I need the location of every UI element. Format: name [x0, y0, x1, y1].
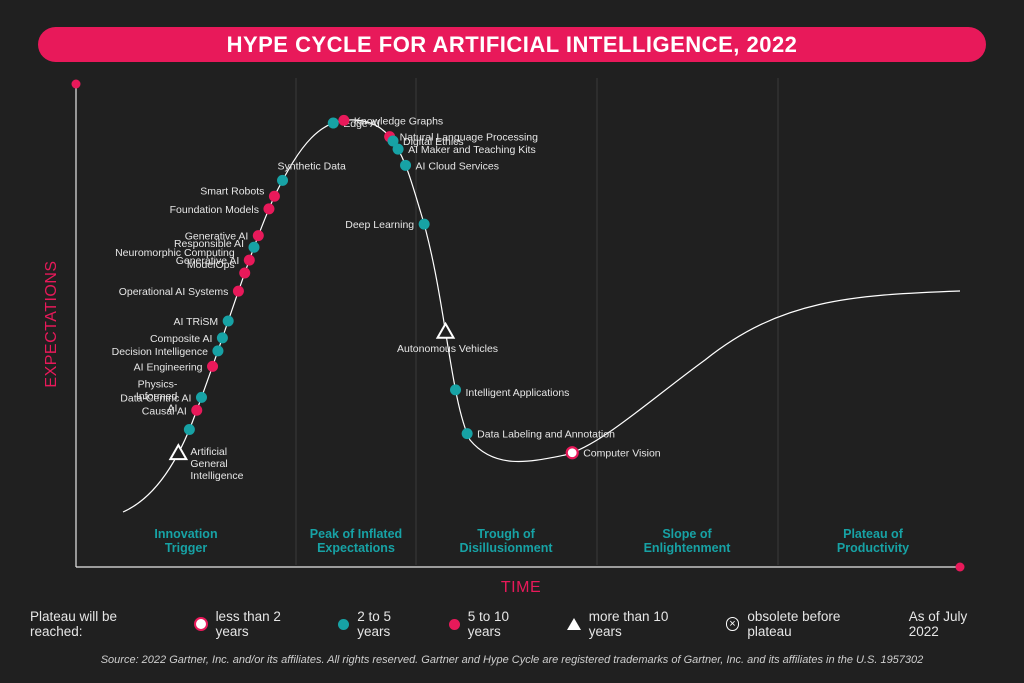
point-label: Data-Centric AI [120, 392, 191, 404]
point-label: Generative AI [185, 231, 249, 243]
point-marker [222, 315, 234, 327]
teal-dot-icon [338, 618, 350, 630]
chart-title: HYPE CYCLE FOR ARTIFICIAL INTELLIGENCE, … [226, 31, 798, 57]
point-label: Knowledge Graphs [354, 115, 443, 127]
legend-item-2-to-5: 2 to 5 years [338, 609, 427, 639]
point-marker [191, 404, 203, 416]
point-label: Smart Robots [200, 185, 264, 197]
point-marker [243, 254, 255, 266]
point-label: AI Maker and Teaching Kits [408, 144, 536, 156]
point-marker [263, 203, 275, 215]
point-marker [248, 241, 260, 253]
point-label: Intelligent Applications [466, 387, 570, 399]
point-label: Neuromorphic Computing [115, 247, 235, 259]
pink-dot-icon [448, 618, 460, 630]
point-label: Operational AI Systems [119, 286, 229, 298]
point-marker [268, 190, 280, 202]
legend-label: more than 10 years [588, 609, 669, 639]
point-label: Edge AI [343, 118, 380, 130]
point-marker [239, 267, 251, 279]
point-label: AI [167, 403, 177, 415]
point-label: Informed [136, 391, 178, 403]
phase-label: Expectations [317, 541, 395, 555]
point-label: Natural Language Processing [400, 132, 539, 144]
point-label: Digital Ethics [403, 136, 464, 148]
x-axis-label: TIME [501, 579, 541, 596]
point-label: AI TRiSM [173, 316, 218, 328]
white-circle-icon [193, 617, 208, 631]
phase-label: Peak of Inflated [310, 527, 402, 541]
phase-label: Plateau of [843, 527, 904, 541]
legend-item-obsolete: × obsolete before plateau [725, 609, 887, 639]
phase-label: Trough of [477, 527, 535, 541]
point-marker [418, 218, 430, 230]
phase-label: Enlightenment [644, 541, 732, 555]
point-marker [461, 428, 473, 440]
as-of-date: As of July 2022 [908, 609, 968, 639]
point-label: Responsible AI [174, 238, 244, 250]
phase-label: Disillusionment [459, 541, 553, 555]
y-axis-end-dot [71, 79, 81, 89]
phase-label: Trigger [165, 541, 208, 555]
legend-item-more-than-10: more than 10 years [566, 609, 704, 639]
point-marker-triangle [168, 443, 189, 461]
point-label: Intelligence [190, 470, 243, 482]
circled-x-icon: × [725, 617, 740, 631]
point-label: Data Labeling and Annotation [477, 429, 615, 441]
phase-label: Productivity [837, 541, 909, 555]
point-marker [338, 114, 350, 126]
legend-title: Plateau will be reached: [30, 609, 118, 639]
point-label: Deep Learning [345, 219, 414, 231]
legend: Plateau will be reached: less than 2 yea… [30, 609, 1000, 639]
point-label: ModelOps [187, 259, 235, 271]
phase-label: Slope of [662, 527, 712, 541]
y-axis-label: EXPECTATIONS [43, 260, 60, 387]
point-label: Artificial [190, 446, 227, 458]
point-marker [392, 143, 404, 155]
x-axis-end-dot [955, 562, 965, 572]
point-marker [216, 332, 228, 344]
point-marker [207, 360, 219, 372]
point-marker [387, 135, 399, 147]
point-marker-triangle [435, 321, 456, 339]
point-label: Generative AI [176, 255, 240, 267]
legend-item-5-to-10: 5 to 10 years [448, 609, 545, 639]
point-label: Synthetic Data [278, 160, 346, 172]
point-marker [252, 230, 264, 242]
point-label: Physics- [138, 379, 178, 391]
point-label: AI Cloud Services [416, 160, 499, 172]
point-marker [450, 384, 462, 396]
point-label: Composite AI [150, 333, 212, 345]
point-label: Computer Vision [583, 448, 661, 460]
title-banner: HYPE CYCLE FOR ARTIFICIAL INTELLIGENCE, … [38, 27, 986, 62]
legend-label: less than 2 years [215, 609, 281, 639]
hype-curve [122, 119, 961, 513]
point-marker [232, 285, 244, 297]
point-label: Causal AI [142, 405, 187, 417]
point-marker [183, 424, 195, 436]
legend-label: 2 to 5 years [357, 609, 391, 639]
point-marker [327, 117, 339, 129]
point-marker-white [565, 446, 579, 460]
point-marker [277, 174, 289, 186]
legend-label: obsolete before plateau [747, 609, 841, 639]
point-label: Decision Intelligence [112, 346, 208, 358]
point-label: Autonomous Vehicles [397, 343, 498, 355]
point-label: General [190, 458, 227, 470]
point-label: Foundation Models [170, 204, 259, 216]
point-label: AI Engineering [134, 361, 203, 373]
point-marker [212, 345, 224, 357]
white-triangle-icon [566, 618, 581, 630]
legend-label: 5 to 10 years [467, 609, 509, 639]
point-marker [400, 159, 412, 171]
legend-item-less-than-2: less than 2 years [193, 609, 317, 639]
point-marker [195, 391, 207, 403]
source-note: Source: 2022 Gartner, Inc. and/or its af… [100, 654, 924, 666]
phase-label: Innovation [154, 527, 217, 541]
